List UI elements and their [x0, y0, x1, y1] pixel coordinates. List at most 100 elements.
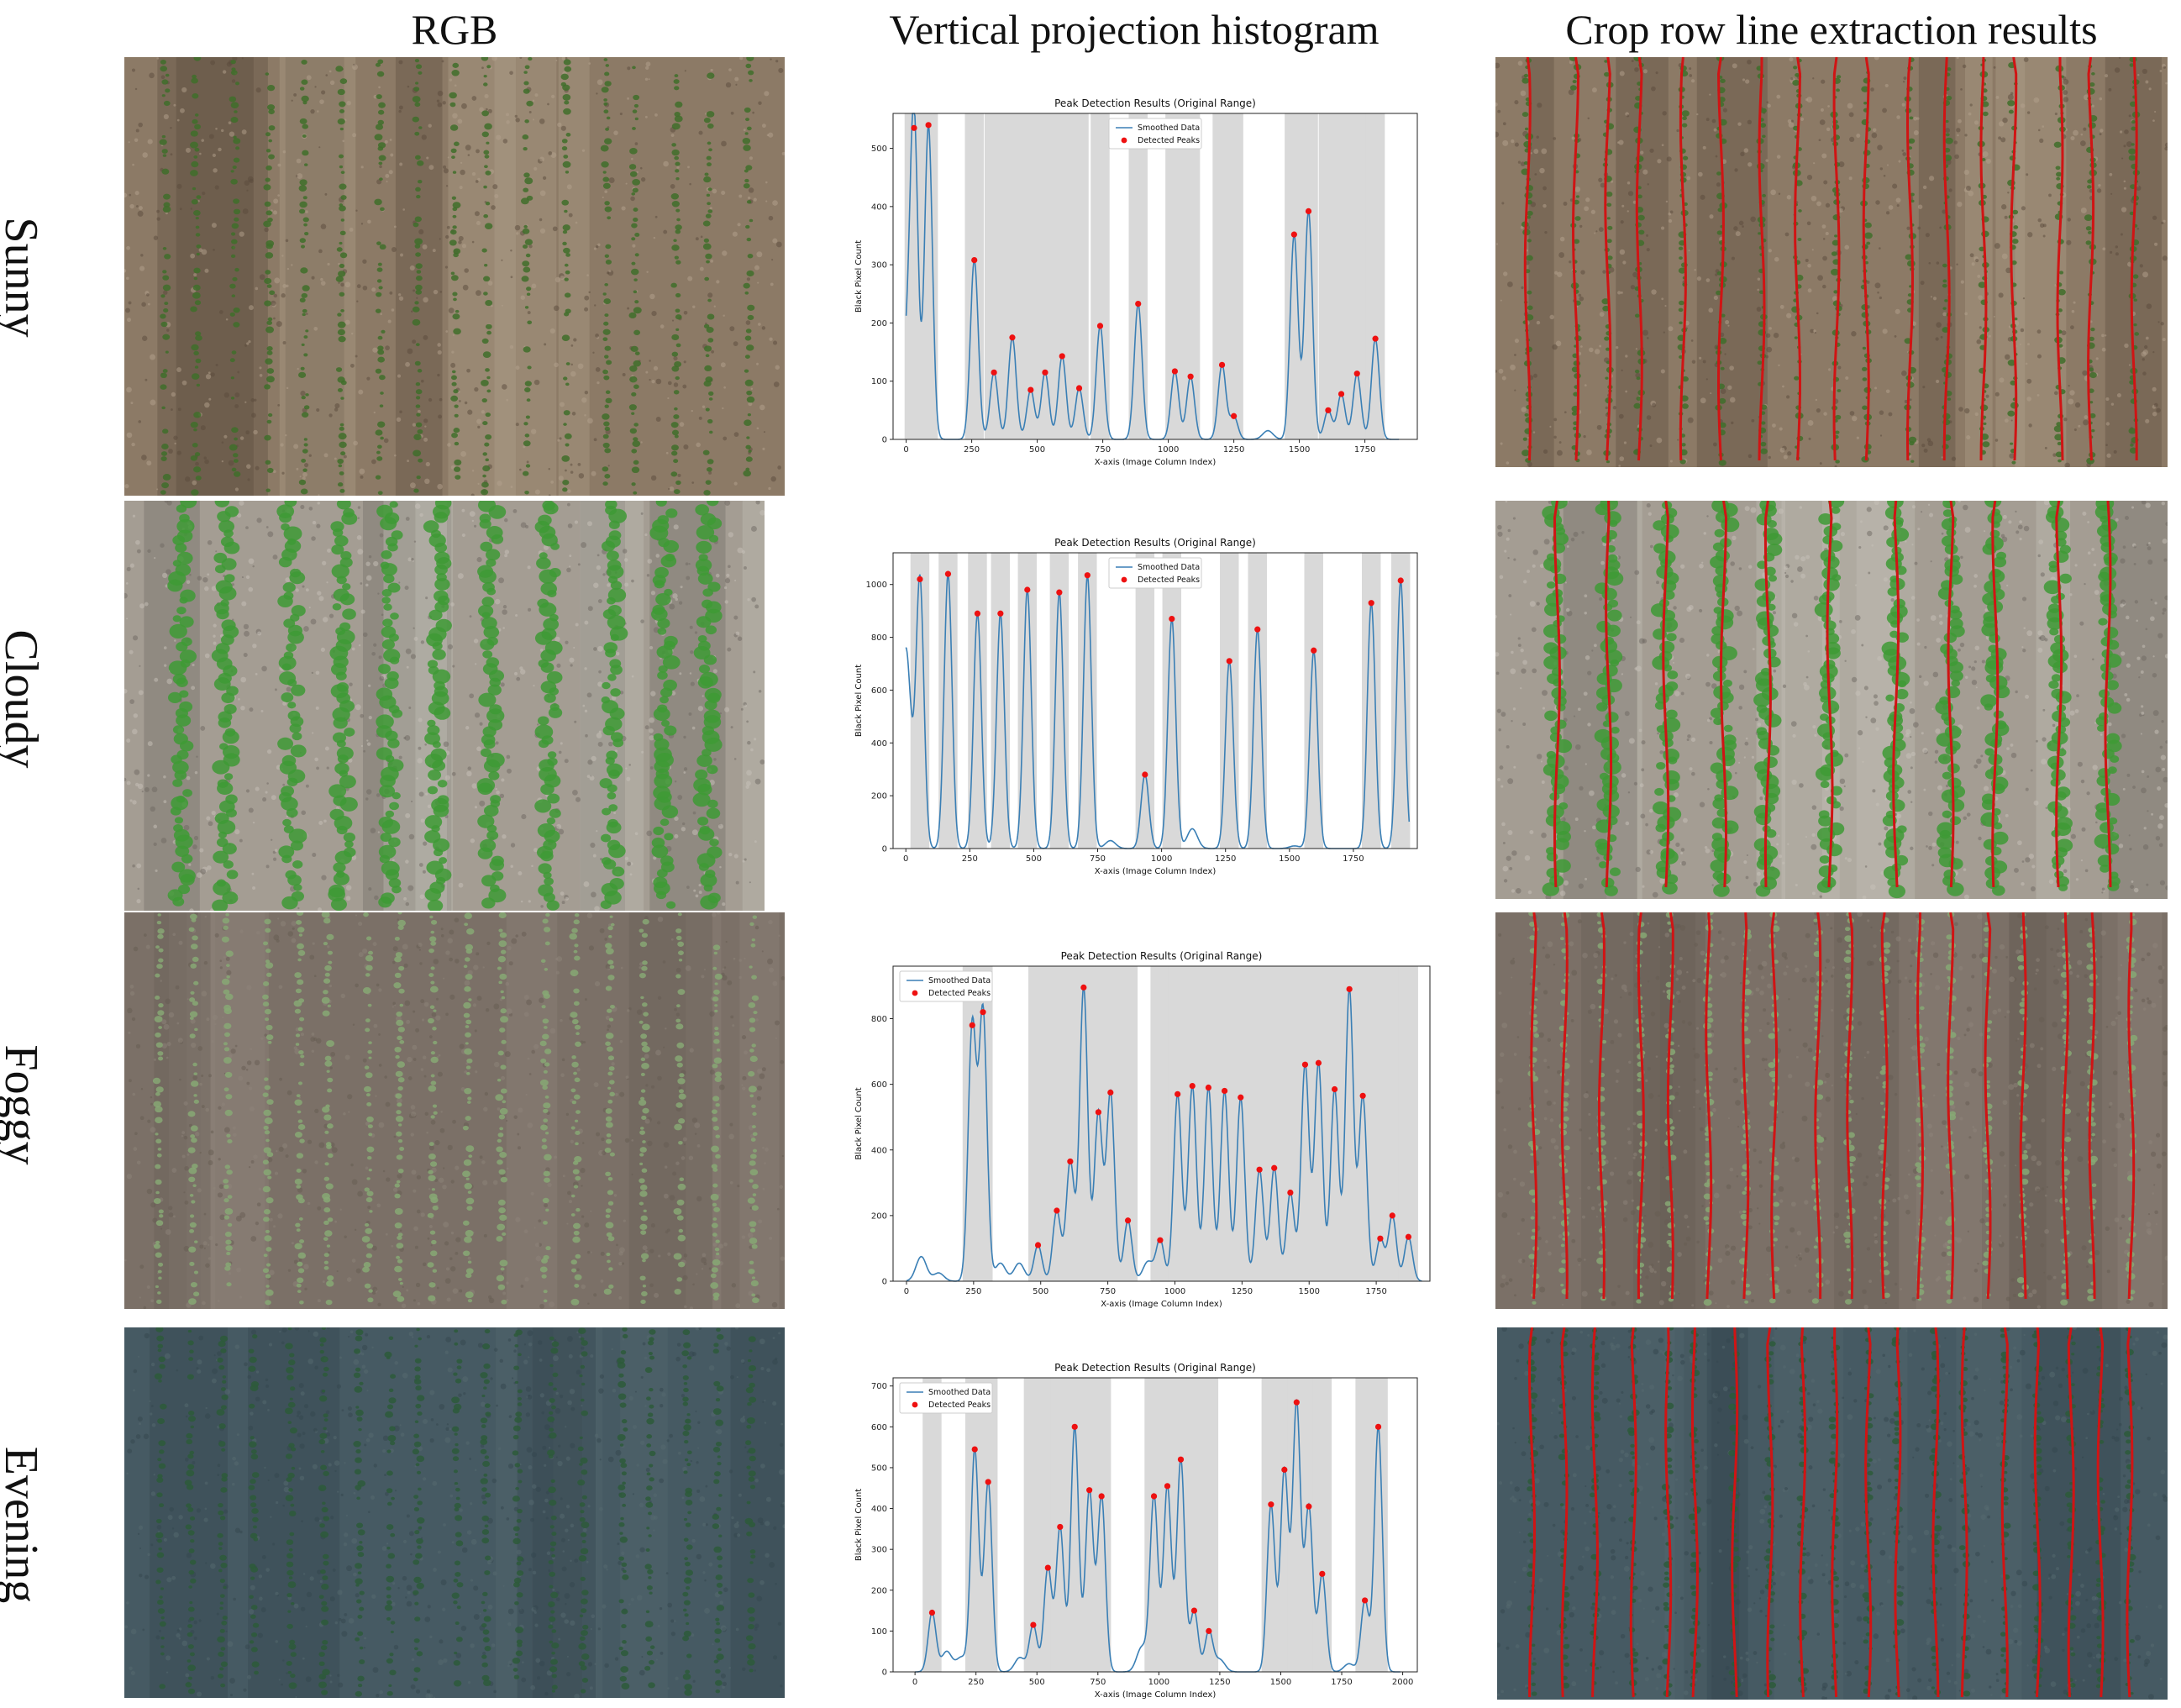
- crop-row-line: [1553, 501, 1561, 888]
- crop-row-line: [2096, 1327, 2105, 1698]
- crop-row-line: [1523, 57, 1532, 461]
- peak-band: [1185, 1378, 1204, 1672]
- crop-row-line: [1892, 501, 1900, 888]
- crop-row-line: [1629, 1327, 1637, 1698]
- crop-row-line: [1598, 912, 1606, 1300]
- y-tick-label: 200: [871, 1586, 887, 1595]
- y-tick-label: 0: [882, 845, 887, 854]
- extraction-image-cloudy: [1495, 501, 2168, 899]
- peak-band: [1299, 113, 1318, 439]
- smoothed-data-line: [905, 573, 1411, 849]
- detected-peak-point: [1080, 984, 1087, 991]
- legend: Smoothed Data Detected Peaks: [1108, 118, 1202, 150]
- crop-row-line: [1527, 1327, 1537, 1697]
- x-tick-label: 500: [1033, 1287, 1048, 1296]
- crop-row-line: [1664, 1327, 1673, 1698]
- peak-band: [1165, 113, 1185, 439]
- x-tick-label: 1750: [1343, 854, 1364, 864]
- peak-band: [1199, 1378, 1219, 1672]
- detected-peak-point: [974, 610, 981, 617]
- detected-peak-point: [1372, 335, 1379, 342]
- field-photo: [124, 501, 765, 911]
- legend-label-smoothed: Smoothed Data: [1138, 563, 1200, 572]
- detected-peak-point: [1221, 1087, 1228, 1095]
- x-tick-label: 250: [964, 445, 980, 455]
- x-tick-label: 1250: [1223, 445, 1244, 455]
- row-label-sunny: Sunny: [0, 217, 47, 338]
- plot-frame: [892, 113, 1418, 440]
- legend-label-peaks: Detected Peaks: [928, 989, 991, 998]
- peak-band: [1325, 966, 1345, 1281]
- y-tick-label: 700: [871, 1382, 887, 1391]
- legend-label-peaks: Detected Peaks: [1138, 136, 1200, 145]
- row-label-cloudy: Cloudy: [0, 629, 47, 769]
- peak-band: [1053, 113, 1072, 439]
- x-axis-label: X-axis (Image Column Index): [1095, 1690, 1217, 1700]
- peak-band: [1035, 113, 1055, 439]
- field-photo: [1495, 912, 2168, 1309]
- crop-row-line: [2104, 501, 2112, 888]
- x-tick-label: 0: [903, 854, 908, 864]
- peak-band: [991, 553, 1011, 849]
- crop-row-line: [2019, 912, 2027, 1300]
- crop-row-line: [1832, 57, 1841, 461]
- field-photo: [124, 57, 785, 496]
- crop-row-line: [1766, 1327, 1774, 1698]
- crop-row-line: [1691, 1327, 1699, 1698]
- x-tick-label: 1000: [1158, 445, 1179, 455]
- rgb-image-foggy: [124, 912, 785, 1309]
- peak-band: [1021, 113, 1041, 439]
- crop-row-line: [2127, 912, 2136, 1300]
- detected-peak-point: [1368, 600, 1374, 607]
- plot-frame: [892, 1377, 1418, 1673]
- crop-row-line: [1864, 1327, 1873, 1698]
- legend-label-smoothed: Smoothed Data: [1138, 124, 1200, 133]
- crop-row-line: [1831, 1327, 1839, 1698]
- x-tick-label: 1000: [1151, 854, 1172, 864]
- y-tick-label: 600: [871, 686, 887, 696]
- legend-label-smoothed: Smoothed Data: [928, 1388, 991, 1397]
- crop-row-line: [2126, 1327, 2134, 1698]
- crop-row-line: [1705, 912, 1713, 1300]
- detected-peak-point: [1084, 572, 1090, 579]
- crop-row-line: [1979, 57, 1988, 461]
- peak-band: [1304, 553, 1323, 849]
- y-tick-label: 400: [871, 202, 887, 212]
- crop-row-line: [1942, 57, 1951, 461]
- detected-peak-point: [1096, 323, 1104, 329]
- peak-band: [1280, 966, 1301, 1281]
- crop-row-line: [2055, 501, 2063, 888]
- x-tick-label: 1500: [1270, 1678, 1291, 1687]
- detected-peak-point: [1362, 1597, 1369, 1604]
- crop-row-line: [1916, 912, 1925, 1300]
- legend: Smoothed Data Detected Peaks: [1108, 557, 1202, 589]
- y-tick-label: 400: [871, 739, 887, 749]
- detected-peak-point: [1107, 1089, 1114, 1096]
- x-axis-label: X-axis (Image Column Index): [1095, 867, 1217, 876]
- y-tick-label: 0: [882, 1669, 887, 1678]
- detected-peak-point: [1226, 658, 1232, 665]
- x-tick-label: 1500: [1279, 854, 1300, 864]
- chart-title: Peak Detection Results (Original Range): [1054, 537, 1256, 549]
- x-tick-label: 500: [1029, 1678, 1045, 1687]
- y-tick-label: 0: [882, 436, 887, 445]
- detected-peak-point: [1254, 626, 1261, 633]
- x-tick-label: 1000: [1164, 1287, 1185, 1296]
- detected-peak-point: [1189, 1082, 1196, 1090]
- peak-band: [1264, 966, 1285, 1281]
- x-axis-label: X-axis (Image Column Index): [1095, 458, 1217, 467]
- crop-row-line: [1826, 501, 1834, 888]
- rgb-image-cloudy: [124, 501, 765, 911]
- peak-band: [1198, 966, 1218, 1281]
- histogram-chart-foggy: 0 250 500 750 1000 1250 1500 1750 0 200 400 600 800 P…: [844, 941, 1437, 1315]
- histogram-chart-cloudy: 0 250 500 750 1000 1250 1500 1750 0 200 400 600 800 1…: [844, 528, 1424, 882]
- crop-row-line: [2087, 57, 2095, 461]
- peak-band: [1180, 113, 1201, 439]
- peak-band: [1090, 113, 1110, 439]
- chart-title: Peak Detection Results (Original Range): [1054, 1362, 1256, 1374]
- detected-peak-point: [944, 570, 952, 577]
- detected-peak-point: [1231, 413, 1238, 419]
- crop-row-line: [1814, 912, 1822, 1300]
- extraction-image-foggy: [1495, 912, 2168, 1309]
- y-axis-label: Black Pixel Count: [854, 1087, 864, 1159]
